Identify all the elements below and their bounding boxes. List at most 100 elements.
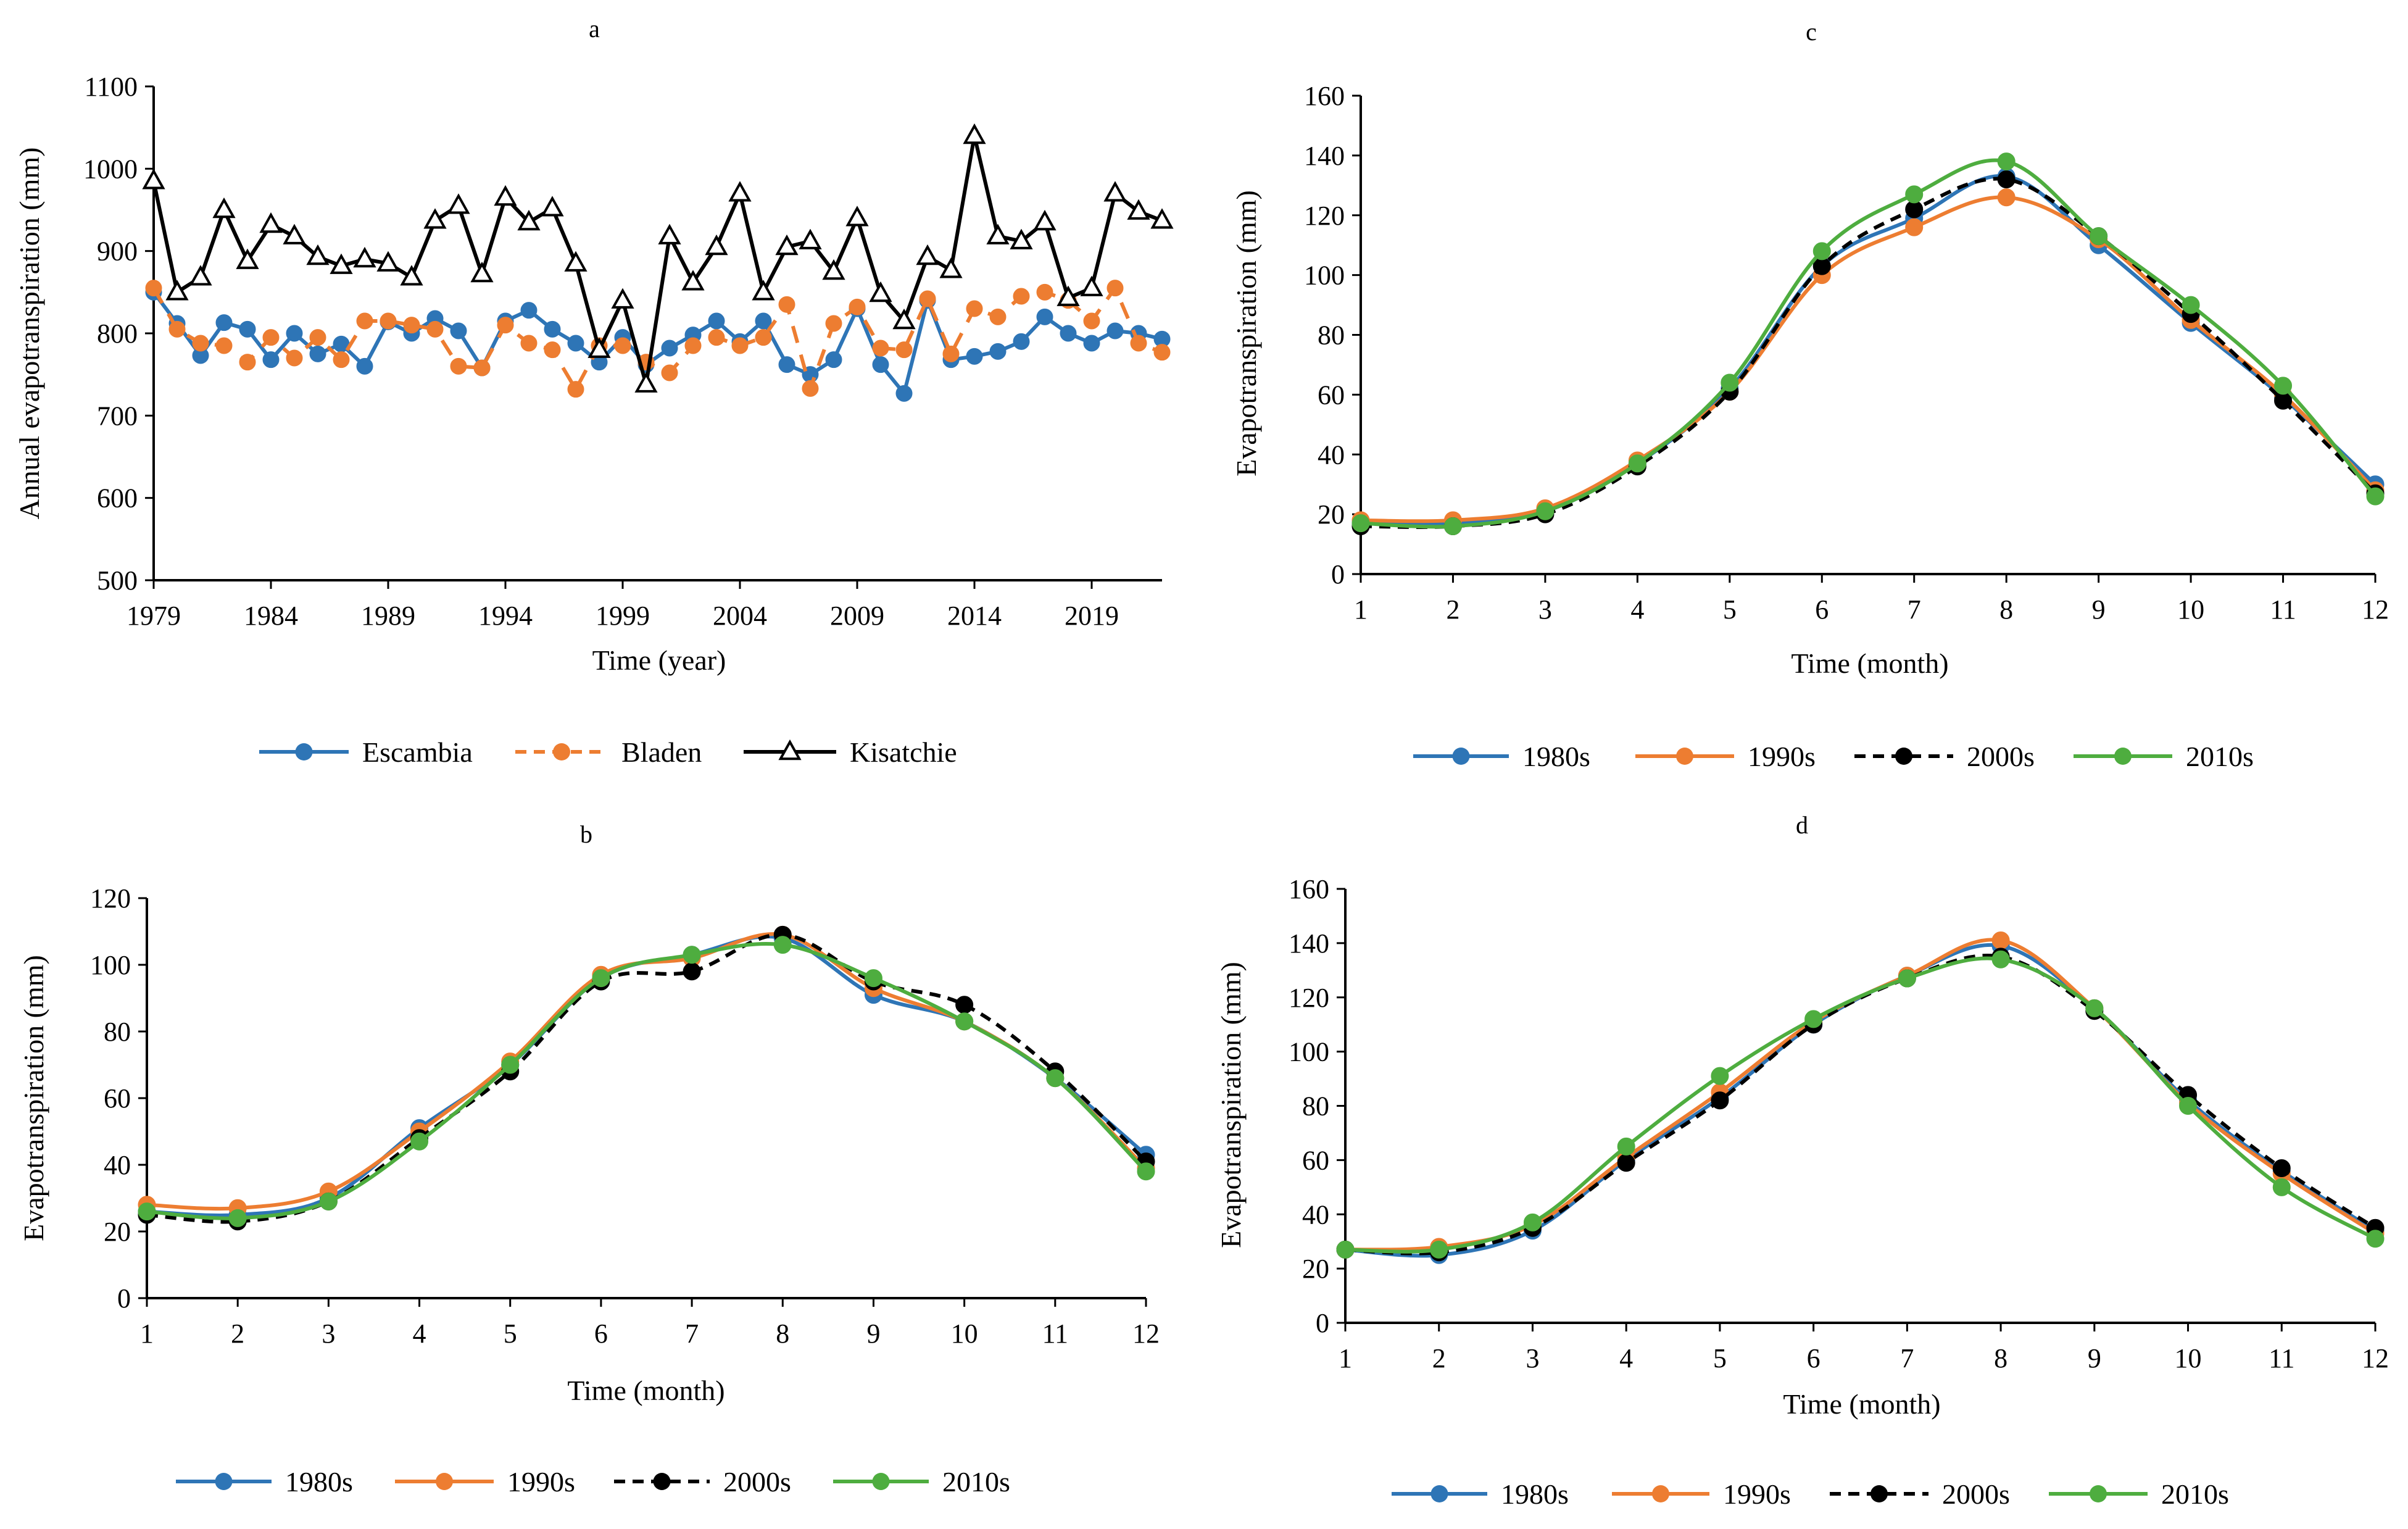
x-axis-title: Time (month) — [1783, 1388, 1940, 1420]
series-1990s — [1351, 188, 2385, 530]
x-tick-label: 12 — [2362, 594, 2389, 625]
data-point-triangle — [752, 280, 775, 301]
data-point — [919, 290, 936, 307]
data-point-triangle — [1033, 209, 1057, 231]
y-tick-label: 80 — [104, 1017, 131, 1047]
x-tick-label: 3 — [1538, 594, 1552, 625]
data-point — [825, 315, 842, 332]
data-point — [1083, 335, 1100, 352]
x-tick-label: 1 — [140, 1319, 154, 1349]
data-point — [239, 354, 256, 371]
legend-label: 1980s — [1522, 741, 1590, 772]
data-point-triangle — [236, 248, 259, 269]
data-point — [501, 1056, 520, 1074]
data-point — [1036, 283, 1053, 301]
x-tick-label: 1984 — [244, 601, 298, 631]
data-point — [942, 345, 960, 362]
y-tick-label: 20 — [1318, 499, 1345, 530]
x-tick-label: 5 — [504, 1319, 517, 1349]
y-tick-label: 20 — [104, 1217, 131, 1247]
legend-marker — [215, 1473, 233, 1490]
data-point-triangle — [470, 261, 494, 283]
series-line-1990s — [146, 932, 1148, 1211]
data-point — [228, 1209, 247, 1227]
series-2010s — [1351, 152, 2385, 535]
x-tick-label: 7 — [1900, 1343, 1914, 1373]
y-tick-label: 900 — [97, 236, 138, 267]
data-point — [1711, 1091, 1729, 1110]
x-tick-label: 12 — [2362, 1343, 2389, 1373]
x-tick-label: 1989 — [361, 601, 415, 631]
x-tick-label: 5 — [1713, 1343, 1727, 1373]
y-tick-label: 60 — [104, 1083, 131, 1114]
y-tick-label: 100 — [90, 950, 131, 980]
data-point — [333, 351, 350, 369]
series-2000s — [138, 925, 1155, 1231]
data-point — [2366, 1230, 2385, 1248]
series-line-1990s — [1345, 938, 2377, 1252]
legend: 1980s 1990s 2000s 2010s — [1413, 741, 2254, 772]
data-point-triangle — [1150, 208, 1174, 229]
x-tick-label: 2009 — [830, 601, 884, 631]
data-point-triangle — [1057, 285, 1080, 306]
data-point — [1812, 242, 1831, 260]
series-line-1980s — [1345, 943, 2377, 1258]
data-point — [966, 348, 983, 365]
data-point — [1036, 308, 1053, 325]
x-tick-label: 6 — [594, 1319, 608, 1349]
data-point — [1536, 502, 1555, 520]
x-tick-label: 12 — [1132, 1319, 1160, 1349]
legend-label: 2010s — [2161, 1478, 2229, 1510]
x-axis-title: Time (year) — [592, 644, 726, 676]
data-point — [450, 322, 467, 340]
x-tick-label: 4 — [1630, 594, 1644, 625]
data-point — [1991, 931, 2010, 949]
y-tick-label: 120 — [1304, 201, 1345, 231]
x-tick-label: 6 — [1815, 594, 1829, 625]
legend-marker — [1452, 748, 1470, 765]
data-point — [966, 300, 983, 317]
data-point-triangle — [611, 288, 634, 309]
legend-marker — [2090, 1485, 2107, 1502]
data-point — [773, 936, 792, 954]
data-point — [1083, 312, 1100, 330]
legend-label: 2000s — [1967, 741, 2035, 772]
y-tick-label: 600 — [97, 483, 138, 514]
x-tick-label: 2004 — [713, 601, 767, 631]
series-line-2000s — [1360, 177, 2377, 529]
data-point — [1013, 333, 1030, 350]
x-tick-label: 2 — [1432, 1343, 1446, 1373]
x-tick-label: 8 — [1999, 594, 2013, 625]
legend-label: 1980s — [1501, 1478, 1569, 1510]
data-point — [262, 329, 280, 346]
legend-marker — [553, 743, 570, 760]
data-point-triangle — [259, 212, 283, 233]
y-tick-label: 0 — [117, 1283, 131, 1314]
series-line-2000s — [1345, 953, 2377, 1256]
x-tick-label: 8 — [1994, 1343, 2007, 1373]
x-tick-label: 2 — [1446, 594, 1459, 625]
panel-label: d — [1796, 811, 1808, 839]
y-tick-label: 100 — [1304, 260, 1345, 291]
data-point — [989, 308, 1007, 325]
x-axis-title: Time (month) — [567, 1375, 724, 1406]
data-point — [683, 962, 701, 981]
x-tick-label: 1979 — [127, 601, 181, 631]
data-point-triangle — [400, 265, 423, 286]
data-point-triangle — [681, 270, 705, 291]
data-point-triangle — [963, 123, 986, 144]
legend-marker — [1652, 1485, 1669, 1502]
x-tick-label: 9 — [866, 1319, 880, 1349]
data-point — [708, 329, 725, 346]
data-point — [2090, 227, 2108, 246]
data-point — [356, 357, 373, 375]
data-point — [1013, 288, 1030, 305]
data-point — [2272, 1159, 2291, 1178]
data-point — [778, 356, 795, 373]
data-point — [1523, 1213, 1542, 1231]
data-point — [262, 351, 280, 369]
data-point — [426, 320, 444, 338]
data-point — [2366, 487, 2385, 506]
series-line-2010s — [146, 941, 1148, 1220]
